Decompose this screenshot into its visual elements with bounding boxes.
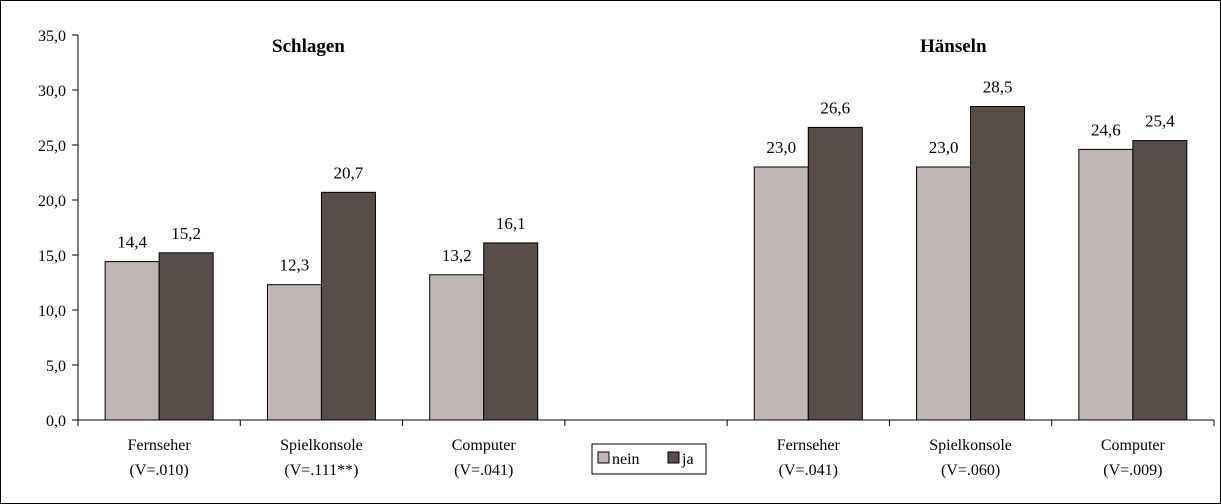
group-title-schlagen: Schlagen bbox=[272, 36, 345, 57]
x-category-label: (V=.010) bbox=[130, 462, 189, 479]
data-label: 23,0 bbox=[766, 138, 796, 157]
x-category-label: (V=.041) bbox=[779, 462, 838, 479]
x-category-label: Spielkonsole bbox=[280, 437, 363, 454]
x-category-label: Spielkonsole bbox=[929, 437, 1012, 454]
data-label: 26,6 bbox=[820, 98, 850, 117]
legend-swatch-ja bbox=[667, 451, 680, 464]
data-label: 28,5 bbox=[983, 78, 1013, 97]
bar-nein bbox=[753, 166, 809, 421]
legend-box bbox=[591, 443, 707, 475]
bar-ja bbox=[483, 242, 539, 421]
bar-ja bbox=[1132, 140, 1188, 421]
y-tick-label: 25,0 bbox=[38, 138, 66, 155]
y-tick-label: 5,0 bbox=[46, 358, 66, 375]
bar-ja bbox=[320, 191, 376, 421]
y-tick-label: 30,0 bbox=[38, 83, 66, 100]
group-title-haenseln: Hänseln bbox=[920, 36, 987, 57]
y-tick-label: 15,0 bbox=[38, 248, 66, 265]
data-label: 23,0 bbox=[929, 138, 959, 157]
y-tick-label: 0,0 bbox=[46, 413, 66, 430]
x-category-label: (V=.060) bbox=[941, 462, 1000, 479]
bar-nein bbox=[916, 166, 972, 421]
x-category-label: Computer bbox=[452, 437, 517, 454]
data-label: 15,2 bbox=[171, 224, 201, 243]
data-label: 14,4 bbox=[117, 233, 147, 252]
data-label: 20,7 bbox=[334, 163, 364, 182]
y-tick-label: 35,0 bbox=[38, 28, 66, 45]
y-tick-label: 10,0 bbox=[38, 303, 66, 320]
bar-nein bbox=[266, 284, 322, 421]
x-category-label: (V=.041) bbox=[454, 462, 513, 479]
y-tick-label: 20,0 bbox=[38, 193, 66, 210]
data-label: 13,2 bbox=[442, 246, 472, 265]
legend-label-nein: nein bbox=[612, 451, 640, 468]
data-label: 16,1 bbox=[496, 214, 526, 233]
x-category-label: Computer bbox=[1101, 437, 1166, 454]
legend-swatch-nein bbox=[597, 451, 610, 464]
bar-ja bbox=[970, 106, 1026, 421]
x-category-label: Fernseher bbox=[128, 437, 192, 454]
bar-nein bbox=[104, 261, 160, 421]
bar-ja bbox=[158, 252, 214, 421]
legend: nein ja bbox=[591, 443, 707, 475]
data-label: 25,4 bbox=[1145, 112, 1175, 131]
data-label: 12,3 bbox=[280, 256, 310, 275]
x-category-label: (V=.111**) bbox=[284, 462, 358, 479]
bar-nein bbox=[429, 274, 485, 421]
x-category-label: (V=.009) bbox=[1103, 462, 1162, 479]
legend-label-ja: ja bbox=[681, 451, 694, 468]
bar-nein bbox=[1078, 148, 1134, 421]
bar-ja bbox=[807, 126, 863, 421]
x-category-label: Fernseher bbox=[777, 437, 841, 454]
data-label: 24,6 bbox=[1091, 120, 1121, 139]
